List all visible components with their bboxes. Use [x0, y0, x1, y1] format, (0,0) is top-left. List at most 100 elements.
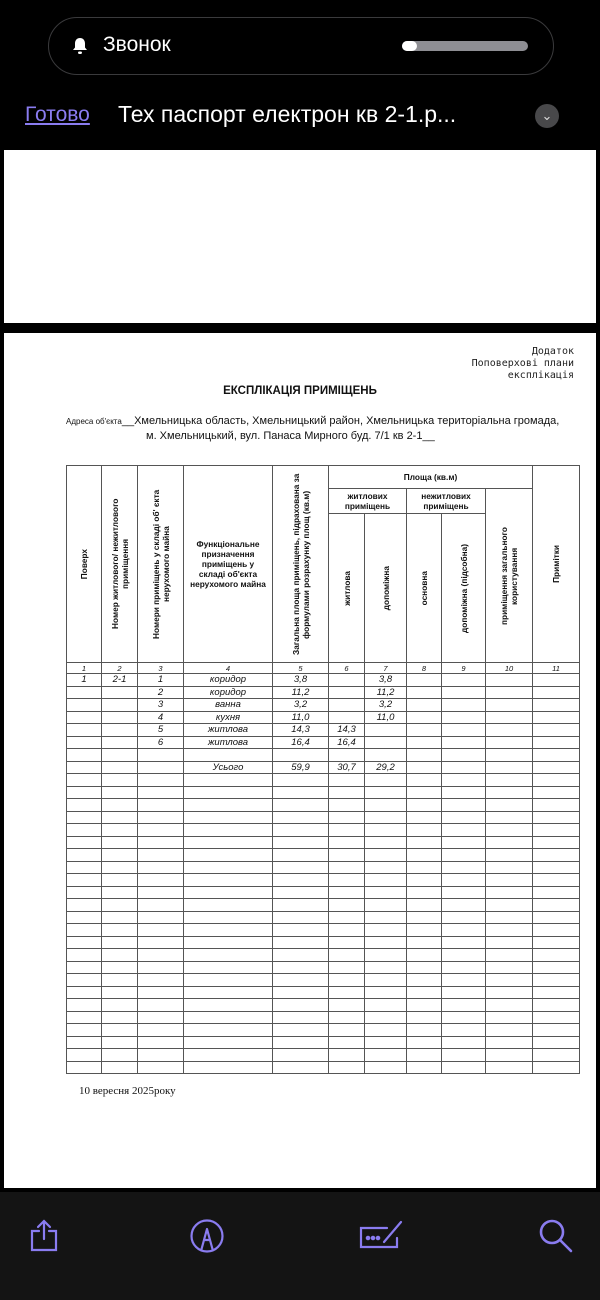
table-cell: 5	[272, 662, 329, 674]
table-row	[66, 873, 580, 887]
table-cell	[485, 1010, 533, 1024]
done-button[interactable]: Готово	[25, 103, 90, 126]
table-row	[66, 885, 580, 899]
table-cell	[66, 760, 102, 774]
table-cell	[441, 998, 486, 1012]
table-cell	[328, 848, 365, 862]
table-cell	[441, 673, 486, 687]
table-cell	[328, 748, 365, 762]
table-cell	[328, 935, 365, 949]
table-cell: 11,0	[364, 710, 407, 724]
table-cell	[485, 1023, 533, 1037]
table-cell	[532, 1010, 580, 1024]
chevron-down-icon[interactable]: ⌄	[535, 104, 559, 128]
table-cell	[441, 823, 486, 837]
table-row	[66, 923, 580, 937]
corner-note: Додаток Поповерхові плани експлікація	[472, 346, 574, 382]
table-cell	[328, 798, 365, 812]
table-cell	[441, 723, 486, 737]
table-cell	[364, 923, 407, 937]
table-cell	[406, 960, 442, 974]
table-cell	[532, 973, 580, 987]
table-cell	[272, 823, 329, 837]
table-cell	[364, 848, 407, 862]
table-cell: 11,0	[272, 710, 329, 724]
table-cell	[137, 1023, 184, 1037]
table-cell	[272, 885, 329, 899]
table-cell	[532, 923, 580, 937]
table-row: 5 житлова 14,3 14,3	[66, 723, 580, 737]
table-cell	[183, 973, 273, 987]
table-cell	[66, 685, 102, 699]
table-cell	[137, 773, 184, 787]
table-cell	[101, 810, 138, 824]
table-cell	[101, 848, 138, 862]
header-floor: Поверх	[79, 548, 89, 580]
table-cell	[485, 1035, 533, 1049]
table-cell	[137, 785, 184, 799]
table-cell	[532, 698, 580, 712]
table-cell	[328, 923, 365, 937]
table-cell	[328, 910, 365, 924]
form-fill-icon[interactable]	[357, 1218, 405, 1254]
table-cell	[183, 1060, 273, 1074]
markup-icon[interactable]	[189, 1218, 225, 1254]
address-label: Адреса об'єкта	[66, 417, 122, 426]
table-cell	[485, 885, 533, 899]
table-cell	[406, 1048, 442, 1062]
table-row	[66, 1023, 580, 1037]
table-cell	[183, 935, 273, 949]
volume-slider[interactable]	[402, 41, 528, 51]
table-cell	[485, 810, 533, 824]
table-cell	[272, 848, 329, 862]
table-cell	[532, 810, 580, 824]
table-row	[66, 973, 580, 987]
table-cell	[406, 885, 442, 899]
volume-slider-fill	[402, 41, 418, 51]
table-cell: 3,2	[272, 698, 329, 712]
table-cell	[441, 948, 486, 962]
table-cell	[137, 960, 184, 974]
table-cell	[137, 910, 184, 924]
table-cell	[532, 948, 580, 962]
table-cell	[364, 835, 407, 849]
table-cell	[364, 885, 407, 899]
table-row	[66, 748, 580, 762]
table-cell	[406, 710, 442, 724]
table-cell	[183, 923, 273, 937]
table-cell	[406, 848, 442, 862]
table-cell	[441, 748, 486, 762]
table-cell	[328, 873, 365, 887]
table-cell: 6	[328, 662, 365, 674]
table-cell	[364, 1010, 407, 1024]
table-cell	[364, 898, 407, 912]
document-date: 10 вересня 2025року	[79, 1085, 176, 1097]
table-cell	[328, 835, 365, 849]
table-cell	[441, 923, 486, 937]
table-cell: 16,4	[272, 735, 329, 749]
table-cell: 16,4	[328, 735, 365, 749]
table-row: 6 житлова 16,4 16,4	[66, 735, 580, 749]
table-cell	[101, 1010, 138, 1024]
table-cell	[328, 885, 365, 899]
table-cell	[441, 848, 486, 862]
table-cell	[532, 723, 580, 737]
table-cell	[364, 785, 407, 799]
table-cell	[183, 948, 273, 962]
table-row	[66, 1060, 580, 1074]
table-cell	[272, 948, 329, 962]
table-cell	[441, 1023, 486, 1037]
table-cell	[66, 848, 102, 862]
header-living: житлова	[341, 570, 352, 606]
table-cell: 4	[183, 662, 273, 674]
table-cell	[66, 885, 102, 899]
table-cell	[101, 735, 138, 749]
share-icon[interactable]	[26, 1218, 62, 1254]
table-cell	[441, 960, 486, 974]
table-cell	[101, 1048, 138, 1062]
header-auxiliary-support: допоміжна (підсобна)	[458, 543, 469, 633]
table-cell: 11,2	[364, 685, 407, 699]
table-cell	[406, 1035, 442, 1049]
search-icon[interactable]	[538, 1218, 574, 1254]
table-cell	[441, 760, 486, 774]
